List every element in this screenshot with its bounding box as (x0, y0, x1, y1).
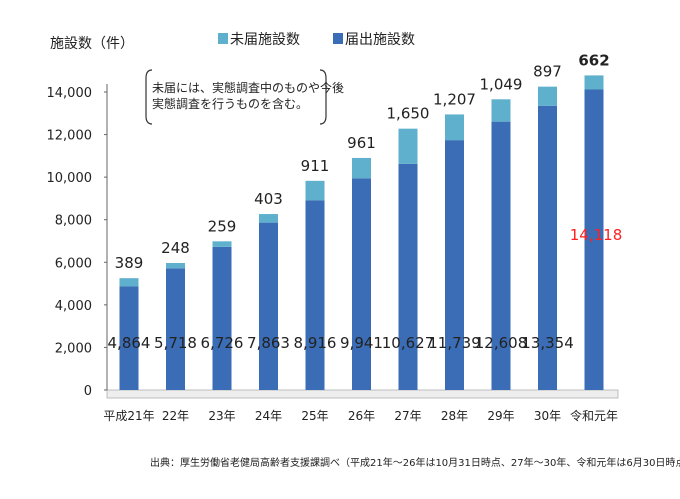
bar-group: 27年 1,650 10,627 (382, 105, 435, 423)
label-reported: 7,863 (247, 334, 290, 352)
bar-unreported (445, 114, 464, 141)
bar-group: 26年 961 9,941 (340, 134, 383, 423)
x-tick-label: 29年 (487, 409, 514, 423)
bar-reported (259, 222, 278, 390)
y-tick-label: 10,000 (47, 171, 93, 186)
label-unreported: 259 (208, 217, 237, 235)
x-tick-label: 28年 (441, 409, 468, 423)
bar-reported (352, 178, 371, 390)
bar-unreported (538, 86, 557, 106)
x-tick-label: 平成21年 (103, 409, 154, 423)
x-tick-label: 26年 (348, 409, 375, 423)
legend-swatch-reported (333, 33, 343, 44)
label-unreported: 1,049 (480, 75, 523, 93)
y-tick-label: 12,000 (47, 129, 93, 144)
bar-unreported (166, 263, 185, 269)
bar-reported (166, 268, 185, 390)
y-tick-label: 2,000 (55, 341, 92, 356)
x-tick-label: 23年 (208, 409, 235, 423)
legend: 未届施設数 届出施設数 (218, 32, 415, 48)
axes: 0 2,000 4,000 6,000 8,000 10,000 12,000 14,000 (47, 84, 619, 399)
source-note: 出典：厚生労働省老健局高齢者支援課調べ（平成21年～26年は10月31日時点、2… (150, 456, 680, 469)
label-unreported: 662 (578, 51, 609, 69)
bar-unreported (491, 99, 511, 122)
bar-unreported (352, 157, 371, 179)
bar-unreported (259, 214, 278, 223)
y-tick-label: 0 (84, 384, 92, 399)
bar-unreported (119, 278, 139, 287)
y-axis-title: 施設数（件） (50, 36, 134, 52)
annotation-line-2: 実態調査を行うものを含む。 (152, 96, 308, 111)
bar-unreported (305, 180, 325, 201)
bar-group: 30年 897 13,354 (521, 63, 574, 423)
x-axis-band (106, 389, 619, 399)
legend-label-unreported: 未届施設数 (230, 32, 300, 48)
legend-label-reported: 届出施設数 (345, 32, 415, 48)
label-unreported: 248 (161, 239, 190, 257)
bar-group: 23年 259 6,726 (201, 217, 244, 423)
y-tick-label: 4,000 (55, 299, 92, 314)
label-reported: 8,916 (294, 334, 337, 352)
label-reported: 13,354 (521, 334, 574, 352)
bar-unreported (398, 128, 418, 164)
bar-group: 28年 1,207 11,739 (428, 90, 481, 423)
y-tick-label: 14,000 (47, 86, 93, 101)
label-unreported: 897 (533, 63, 562, 81)
bar-reported (119, 286, 139, 390)
label-reported: 12,608 (475, 334, 528, 352)
label-reported: 14,118 (570, 226, 623, 244)
bar-unreported (584, 75, 604, 90)
label-reported: 10,627 (382, 334, 435, 352)
bar-unreported (212, 241, 232, 247)
legend-swatch-unreported (218, 33, 228, 44)
label-unreported: 1,650 (387, 105, 430, 123)
label-reported: 9,941 (340, 334, 383, 352)
x-tick-label: 24年 (255, 409, 282, 423)
x-tick-label: 27年 (394, 409, 421, 423)
bar-group: 29年 1,049 12,608 (475, 75, 528, 423)
label-reported: 6,726 (201, 334, 244, 352)
bar-reported (212, 246, 232, 390)
label-reported: 5,718 (154, 334, 197, 352)
annotation-line-1: 未届には、実態調査中のものや今後 (152, 80, 344, 95)
label-unreported: 403 (254, 190, 283, 208)
bar-reported (445, 140, 464, 390)
x-tick-label: 22年 (162, 409, 189, 423)
label-unreported: 389 (115, 254, 144, 272)
label-unreported: 961 (347, 134, 376, 152)
bar-reported (538, 105, 557, 390)
x-tick-label: 25年 (301, 409, 328, 423)
bar-reported (584, 89, 604, 391)
y-tick-label: 6,000 (55, 256, 92, 271)
bar-reported (398, 163, 418, 390)
label-unreported: 911 (301, 157, 330, 175)
y-tick-label: 8,000 (55, 214, 92, 229)
bar-group: 22年 248 5,718 (154, 239, 197, 423)
x-tick-label: 30年 (534, 409, 561, 423)
x-tick-label: 令和元年 (570, 408, 618, 423)
bar-reported (305, 200, 325, 390)
label-unreported: 1,207 (433, 90, 476, 108)
label-reported: 4,864 (108, 334, 151, 352)
bar-group: 24年 403 7,863 (247, 190, 290, 423)
annotation-box: 未届には、実態調査中のものや今後 実態調査を行うものを含む。 (145, 69, 344, 125)
bars: 平成21年 389 4,864 22年 248 5,718 23年 259 6,726 24年 40… (103, 51, 622, 423)
label-reported: 11,739 (428, 334, 481, 352)
bar-reported (491, 121, 511, 391)
bar-group: 令和元年 662 14,118 (570, 51, 623, 423)
bar-group: 平成21年 389 4,864 (103, 254, 154, 423)
bar-group: 25年 911 8,916 (294, 157, 337, 423)
